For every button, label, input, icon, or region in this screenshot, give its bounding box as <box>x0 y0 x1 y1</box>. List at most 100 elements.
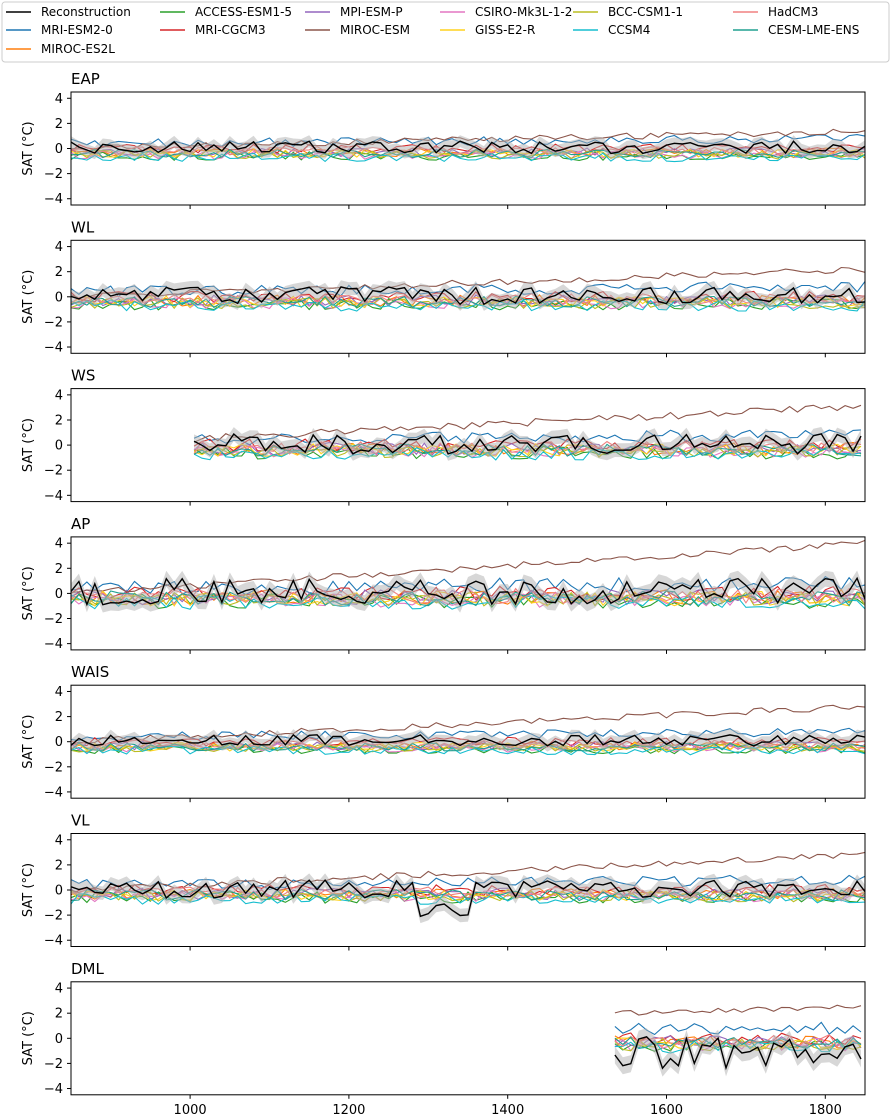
reconstruction-band-eap <box>71 135 865 160</box>
y-axis-label-vl: SAT (°C) <box>21 863 36 917</box>
y-tick-label: 2 <box>55 117 63 132</box>
x-tick-label: 1600 <box>650 1103 683 1116</box>
reconstruction-band-vl <box>71 873 865 924</box>
series-reconstruction-eap <box>71 140 865 155</box>
x-tick-label: 1800 <box>809 1103 842 1116</box>
legend-label-11: HadCM3 <box>768 5 818 19</box>
y-tick-label: −4 <box>44 1082 63 1097</box>
plot-area-ap <box>71 539 865 613</box>
plot-area-wl <box>71 266 865 312</box>
legend-label-4: MRI-CGCM3 <box>195 23 266 37</box>
series-reconstruction-vl <box>71 878 865 918</box>
y-tick-label: 4 <box>55 240 63 255</box>
series-ccsm4-vl <box>71 892 865 905</box>
legend-label-0: Reconstruction <box>41 5 131 19</box>
series-mpi-esm-p-wl <box>71 294 865 307</box>
series-ccsm4-wl <box>71 299 865 312</box>
plot-area-vl <box>71 851 865 924</box>
panel-ap: AP −4 −2 0 2 4 SAT (°C) <box>21 515 866 654</box>
y-tick-label: 0 <box>55 290 63 305</box>
panel-title-dml: DML <box>71 960 104 978</box>
axes-frame-dml <box>70 981 866 1096</box>
y-tick-label: 4 <box>55 982 63 997</box>
legend-label-9: BCC-CSM1-1 <box>608 5 683 19</box>
series-reconstruction-wl <box>71 286 865 306</box>
y-tick-label: −2 <box>44 464 63 479</box>
x-tick-label: 1400 <box>491 1103 524 1116</box>
y-axis-label-eap: SAT (°C) <box>21 121 36 175</box>
plot-area-dml <box>614 1004 862 1077</box>
y-tick-label: 0 <box>55 439 63 454</box>
y-tick-label: 4 <box>55 388 63 403</box>
y-tick-label: −2 <box>44 167 63 182</box>
y-tick-label: −4 <box>44 341 63 356</box>
legend-label-5: MPI-ESM-P <box>340 5 403 19</box>
y-tick-label: 2 <box>55 710 63 725</box>
y-axis-label-ws: SAT (°C) <box>21 418 36 472</box>
series-bcc-csm1-1-vl <box>71 890 865 903</box>
series-mri-esm2-0-dml <box>614 1021 862 1036</box>
series-cesm-lme-ens-eap <box>71 148 865 159</box>
reconstruction-band-ap <box>71 570 865 613</box>
x-tick-label: 1200 <box>332 1103 365 1116</box>
y-tick-label: −4 <box>44 934 63 949</box>
series-reconstruction-ap <box>71 576 865 607</box>
y-tick-label: −4 <box>44 637 63 652</box>
legend: Reconstruction MRI-ESM2-0 MIROC-ES2L ACCESS… <box>1 1 890 63</box>
legend-label-3: ACCESS-ESM1-5 <box>195 5 292 19</box>
y-tick-label: 0 <box>55 1032 63 1047</box>
panel-title-vl: VL <box>71 812 90 830</box>
series-reconstruction-wais <box>71 733 865 747</box>
legend-label-1: MRI-ESM2-0 <box>41 23 113 37</box>
y-tick-label: 0 <box>55 884 63 899</box>
panels: EAP −4 −2 0 2 4 SAT (°C) WL −4 −2 0 2 4 SAT (°C) WS −4 −… <box>21 70 866 1118</box>
y-tick-label: 0 <box>55 587 63 602</box>
y-tick-label: −2 <box>44 612 63 627</box>
series-miroc-esm-ws <box>193 404 862 443</box>
y-axis-label-ap: SAT (°C) <box>21 566 36 620</box>
plot-area-eap <box>71 128 865 163</box>
panel-title-ap: AP <box>71 515 90 533</box>
series-bcc-csm1-1-wl <box>71 296 865 310</box>
y-axis-label-wais: SAT (°C) <box>21 715 36 769</box>
series-ccsm4-eap <box>71 152 865 163</box>
plot-area-wais <box>71 704 865 756</box>
y-axis-label-dml: SAT (°C) <box>21 1011 36 1065</box>
plot-area-ws <box>193 404 862 461</box>
y-tick-label: 4 <box>55 685 63 700</box>
reconstruction-band-dml <box>614 1028 861 1077</box>
panel-wl: WL −4 −2 0 2 4 SAT (°C) <box>21 218 866 358</box>
panel-title-ws: WS <box>71 367 95 385</box>
panel-title-eap: EAP <box>71 70 100 88</box>
y-tick-label: −2 <box>44 1057 63 1072</box>
y-tick-label: −4 <box>44 489 63 504</box>
legend-frame <box>1 1 890 63</box>
x-tick-label: 1000 <box>174 1103 207 1116</box>
panel-wais: WAIS −4 −2 0 2 4 SAT (°C) <box>21 663 866 803</box>
panel-title-wl: WL <box>71 218 95 236</box>
legend-label-8: GISS-E2-R <box>475 23 535 37</box>
series-ccsm4-wais <box>71 745 865 756</box>
y-tick-label: 4 <box>55 537 63 552</box>
y-tick-label: 4 <box>55 92 63 107</box>
panel-ws: WS −4 −2 0 2 4 SAT (°C) <box>21 367 866 506</box>
series-miroc-esm-dml <box>614 1004 862 1016</box>
series-reconstruction-ws <box>193 432 862 455</box>
series-reconstruction-dml <box>614 1036 862 1071</box>
y-tick-label: −2 <box>44 315 63 330</box>
panel-title-wais: WAIS <box>71 663 109 681</box>
y-tick-label: −2 <box>44 909 63 924</box>
legend-label-10: CCSM4 <box>608 23 650 37</box>
y-tick-label: −4 <box>44 192 63 207</box>
panel-dml: DML −4 −2 0 2 4 SAT (°C) 1000 1200 1400 1600 1800 <box>21 960 866 1118</box>
y-tick-label: 2 <box>55 1007 63 1022</box>
y-tick-label: 2 <box>55 858 63 873</box>
y-tick-label: −2 <box>44 760 63 775</box>
y-tick-label: 2 <box>55 562 63 577</box>
y-tick-label: 0 <box>55 735 63 750</box>
y-axis-label-wl: SAT (°C) <box>21 270 36 324</box>
y-tick-label: 2 <box>55 413 63 428</box>
legend-label-2: MIROC-ES2L <box>41 42 115 56</box>
legend-label-6: MIROC-ESM <box>340 23 410 37</box>
